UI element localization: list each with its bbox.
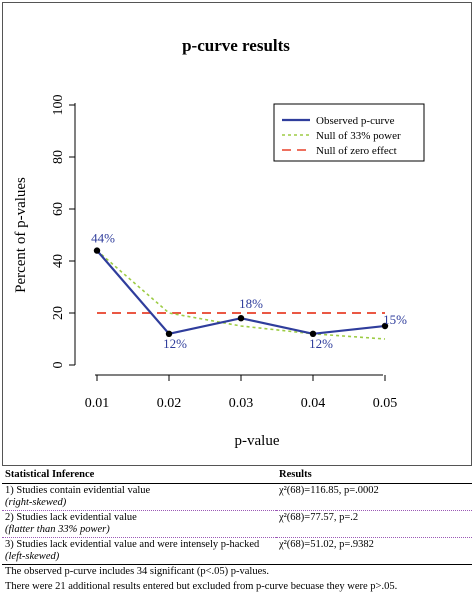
table-row: 1) Studies contain evidential value (rig…: [2, 483, 472, 511]
data-point: [381, 322, 389, 330]
series-layer: 44% 12% 18% 12% 15%: [91, 231, 407, 351]
result-cell: χ²(68)=116.85, p=.0002: [276, 483, 472, 511]
chart-title: p-curve results: [182, 36, 290, 55]
inference-cell: 3) Studies lack evidential value and wer…: [2, 537, 276, 565]
x-axis-label: p-value: [235, 433, 280, 449]
legend-label: Observed p-curve: [316, 115, 395, 127]
data-point: [93, 247, 101, 254]
y-axis-label: Percent of p-values: [13, 177, 29, 293]
inference-table: Statistical Inference Results 1) Studies…: [2, 466, 472, 565]
y-tick-label: 40: [51, 254, 66, 268]
data-label: 12%: [309, 336, 333, 351]
inference-text: 3) Studies lack evidential value and wer…: [5, 539, 260, 550]
y-tick-label: 0: [51, 362, 66, 369]
legend-box: [273, 103, 425, 162]
result-cell: χ²(68)=51.02, p=.9382: [276, 537, 472, 565]
inference-text: 2) Studies lack evidential value: [5, 512, 137, 523]
footer-note-2: There were 21 additional results entered…: [5, 580, 398, 592]
data-label: 15%: [383, 312, 407, 327]
inference-cell: 2) Studies lack evidential value (flatte…: [2, 510, 276, 538]
y-tick-label: 100: [51, 95, 66, 116]
table-header-row: Statistical Inference Results: [2, 466, 472, 484]
series-line-null-of-33-power: [96, 249, 386, 340]
y-tick-label: 60: [51, 202, 66, 216]
p-curve-chart: p-curve results Percent of p-values p-va…: [13, 36, 425, 449]
x-tick-label: 0.05: [373, 396, 398, 411]
data-label: 44%: [91, 231, 115, 246]
footer-note-1: The observed p-curve includes 34 signifi…: [5, 566, 269, 577]
inference-note: (flatter than 33% power): [5, 524, 110, 535]
inference-text: 1) Studies contain evidential value: [5, 485, 151, 496]
table-row: 3) Studies lack evidential value and wer…: [2, 537, 472, 565]
chart-frame: p-curve results Percent of p-values p-va…: [2, 2, 472, 466]
data-label: 18%: [239, 296, 263, 311]
x-ticks: 0.01 0.02 0.03 0.04 0.05: [85, 375, 398, 411]
inference-note: (right-skewed): [5, 497, 67, 508]
legend-label: Null of 33% power: [316, 130, 401, 142]
result-cell: χ²(68)=77.57, p=.2: [276, 510, 472, 538]
y-tick-label: 20: [51, 306, 66, 320]
data-label: 12%: [163, 336, 187, 351]
inference-cell: 1) Studies contain evidential value (rig…: [2, 483, 276, 511]
x-tick-label: 0.03: [229, 396, 254, 411]
data-point: [237, 315, 245, 322]
data-point: [309, 330, 317, 337]
y-ticks: 0 20 40 60 80 100: [51, 95, 75, 369]
x-tick-label: 0.01: [85, 396, 110, 411]
header-results: Results: [276, 466, 472, 484]
x-tick-label: 0.02: [157, 396, 182, 411]
inference-note: (left-skewed): [5, 551, 60, 562]
y-tick-label: 80: [51, 150, 66, 164]
legend-label: Null of zero effect: [316, 145, 397, 157]
x-tick-label: 0.04: [301, 396, 326, 411]
statistical-inference-section: Statistical Inference Results 1) Studies…: [2, 466, 472, 594]
legend: Observed p-curve Null of 33% power Null of…: [273, 103, 425, 162]
table-row: 2) Studies lack evidential value (flatte…: [2, 510, 472, 538]
data-point: [165, 330, 173, 337]
header-inference: Statistical Inference: [2, 466, 276, 484]
